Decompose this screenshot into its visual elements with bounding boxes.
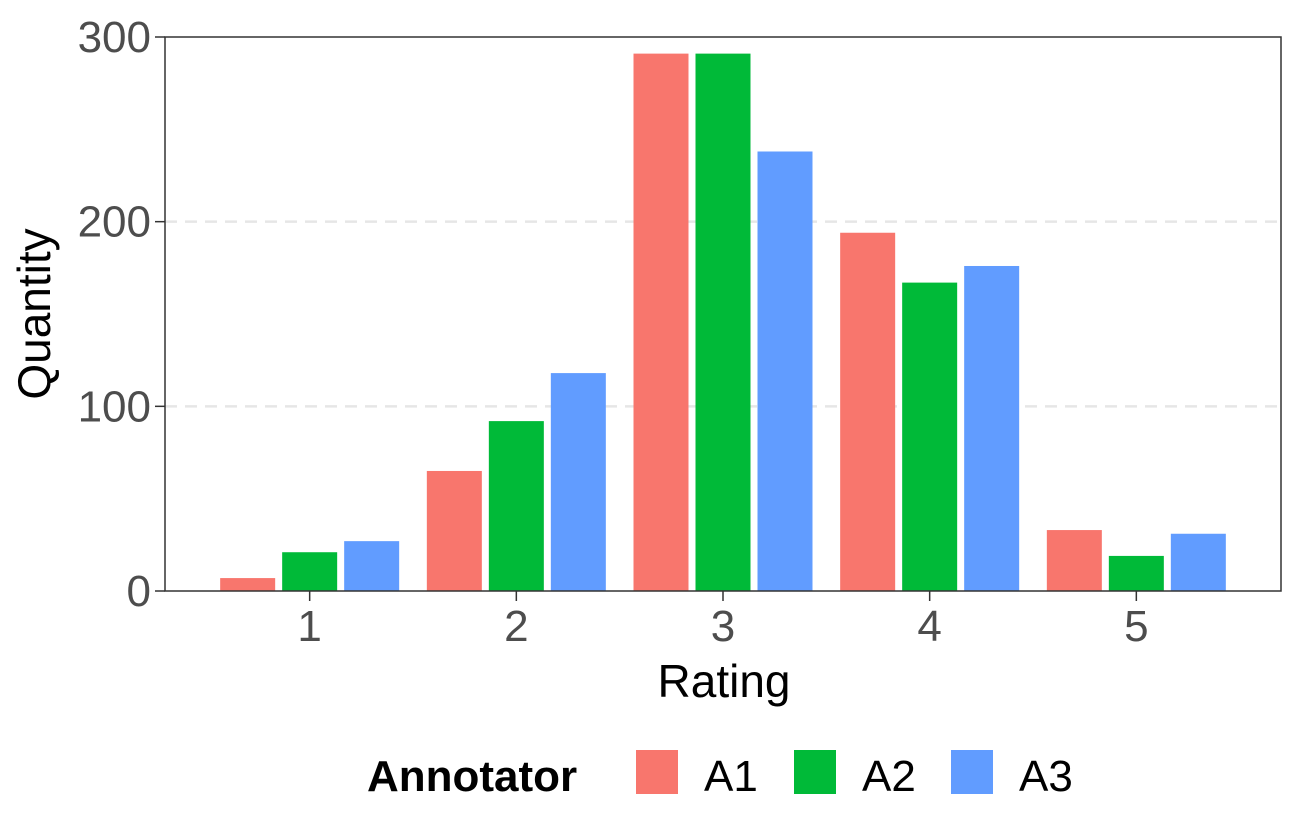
legend: Annotator A1 A2 A3 xyxy=(367,750,1073,801)
bar-a3-rating-5 xyxy=(1170,533,1226,591)
bar-a1-rating-4 xyxy=(840,232,896,591)
x-axis: 1 2 3 4 5 xyxy=(297,591,1149,651)
legend-label-a2: A2 xyxy=(862,752,916,801)
bar-a3-rating-1 xyxy=(344,541,400,591)
x-tick-label: 3 xyxy=(711,602,735,651)
bar-a1-rating-3 xyxy=(633,53,689,592)
bar-a3-rating-2 xyxy=(550,373,606,591)
x-axis-title: Rating xyxy=(658,655,791,707)
legend-key-a3 xyxy=(951,750,993,794)
x-tick-label: 2 xyxy=(504,602,528,651)
bar-a1-rating-2 xyxy=(426,470,482,591)
y-tick-label: 200 xyxy=(78,198,151,247)
legend-label-a3: A3 xyxy=(1019,752,1073,801)
y-tick-label: 300 xyxy=(78,13,151,62)
grid-lines xyxy=(165,220,1281,408)
legend-label-a1: A1 xyxy=(704,752,758,801)
x-tick-label: 4 xyxy=(917,602,941,651)
y-tick-label: 100 xyxy=(78,382,151,431)
x-tick-label: 5 xyxy=(1124,602,1148,651)
bar-a3-rating-4 xyxy=(964,265,1020,591)
bar-a2-rating-1 xyxy=(282,552,338,591)
legend-key-a2 xyxy=(794,750,836,794)
bar-a2-rating-2 xyxy=(488,421,544,591)
bar-a2-rating-3 xyxy=(695,53,751,592)
bars xyxy=(220,53,1226,592)
bar-a1-rating-5 xyxy=(1046,530,1102,591)
bar-a1-rating-1 xyxy=(220,578,276,591)
bar-a2-rating-4 xyxy=(902,282,958,591)
bar-a3-rating-3 xyxy=(757,151,813,591)
y-axis: 0 100 200 300 xyxy=(78,13,165,616)
legend-title: Annotator xyxy=(367,752,577,801)
bar-a2-rating-5 xyxy=(1108,555,1164,591)
x-tick-label: 1 xyxy=(297,602,321,651)
legend-key-a1 xyxy=(636,750,678,794)
y-axis-title: Quantity xyxy=(8,228,60,399)
y-tick-label: 0 xyxy=(127,567,151,616)
